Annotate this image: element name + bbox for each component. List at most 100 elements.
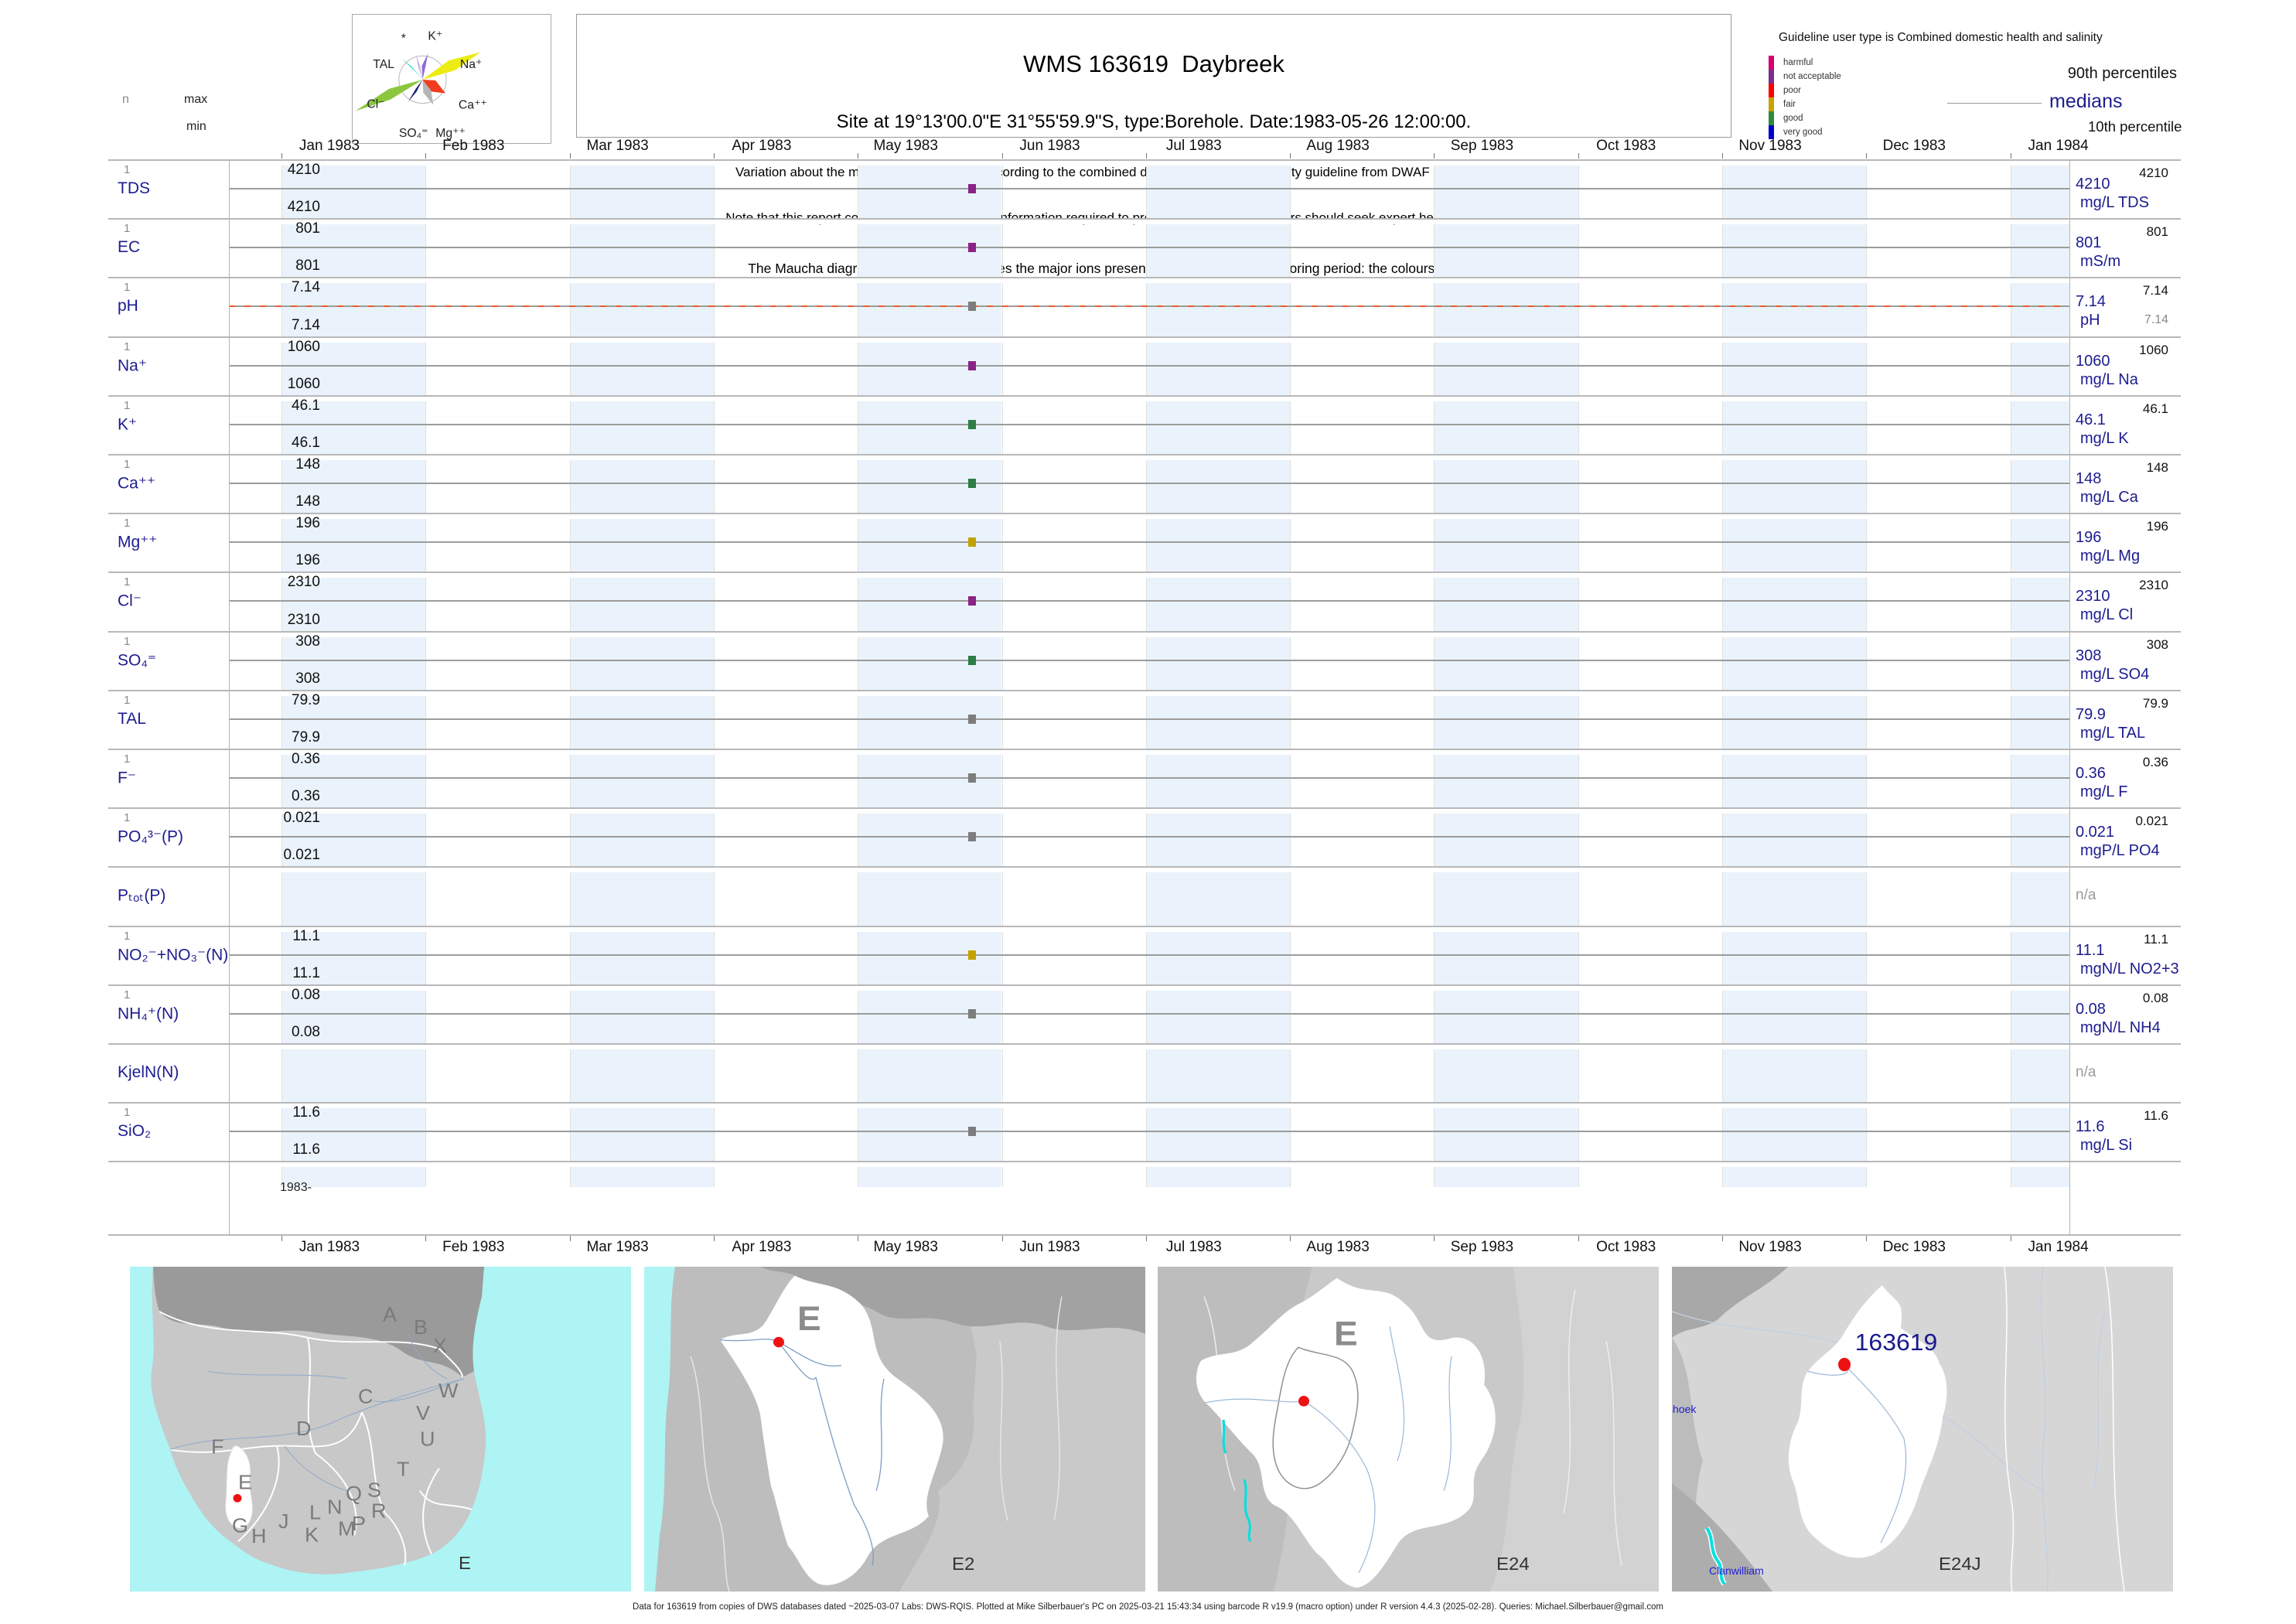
param-median: 4210 <box>2076 176 2110 193</box>
param-median: 1060 <box>2076 352 2110 370</box>
catchment-highlight <box>720 1275 943 1585</box>
row-top-inset <box>229 925 2069 932</box>
map-panel-primary: E E2 <box>644 1267 1145 1592</box>
footer-provenance: Data for 163619 from copies of DWS datab… <box>633 1602 1663 1612</box>
data-point <box>968 419 976 429</box>
drainage-region-letter: N <box>327 1496 342 1518</box>
panel-code-label: E2 <box>952 1554 974 1574</box>
row-top-inset <box>229 749 2069 755</box>
param-10th-percentile: 7.14 <box>2144 313 2168 327</box>
drainage-region-letter: T <box>397 1458 409 1480</box>
param-min: 79.9 <box>292 728 320 745</box>
guideline-class-label: not acceptable <box>1783 72 1841 81</box>
param-max: 0.021 <box>283 810 320 827</box>
median-line <box>229 1012 2069 1015</box>
parameter-row: 1 4210 4210 4210 4210 mg/L TDS TDS <box>108 159 2181 218</box>
param-max: 46.1 <box>292 397 320 414</box>
data-point <box>968 184 976 194</box>
axis-tick-bottom <box>569 1236 571 1241</box>
drainage-region-letter: S <box>367 1479 381 1501</box>
data-point <box>968 243 976 253</box>
drainage-region-letter: A <box>383 1303 397 1325</box>
drainage-region-letter: M <box>338 1517 355 1540</box>
axis-tick-bottom <box>1866 1236 1868 1241</box>
param-median: 196 <box>2076 529 2102 547</box>
param-median: 308 <box>2076 647 2102 664</box>
map-secondary-svg: E E24 <box>1158 1267 1659 1592</box>
axis-tick-top <box>1866 153 1868 159</box>
parameter-row: 1 46.1 46.1 46.1 46.1 mg/L K K⁺ <box>108 394 2181 454</box>
param-n-count: 1 <box>124 929 131 943</box>
median-line <box>229 541 2069 544</box>
darker-region <box>760 1267 1145 1334</box>
row-top-inset <box>229 571 2069 578</box>
dam-cyan <box>1704 1527 1727 1586</box>
stats-key-max: max <box>184 93 208 106</box>
guideline-class-swatch <box>1769 125 1774 139</box>
guideline-class-swatch <box>1769 84 1774 97</box>
param-n-count: 1 <box>124 517 131 531</box>
drainage-region-letter: P <box>352 1512 366 1534</box>
param-90th-percentile: 148 <box>2146 460 2168 475</box>
param-90th-percentile: 308 <box>2146 636 2168 652</box>
median-line <box>229 718 2069 720</box>
right-region <box>1490 1267 1659 1592</box>
plot-border <box>2069 159 2070 1236</box>
region-label: E <box>1334 1314 1358 1353</box>
param-n-count: 1 <box>124 398 131 412</box>
data-point <box>968 302 976 312</box>
param-90th-percentile: 2310 <box>2139 578 2168 593</box>
maucha-svg: * K⁺ TAL Na⁺ Cl⁻ Ca⁺⁺ SO₄⁼ Mg⁺⁺ <box>355 30 487 140</box>
param-min: 7.14 <box>292 316 320 333</box>
drainage-region-letter: D <box>296 1418 311 1440</box>
row-top-inset <box>229 984 2069 991</box>
row-separator <box>108 925 2181 927</box>
guideline-class-item: harmful <box>1769 56 1841 70</box>
maucha-label-star: * <box>401 32 406 46</box>
row-separator <box>108 277 2181 279</box>
row-separator <box>108 513 2181 515</box>
stats-key-min: min <box>186 120 206 133</box>
boundary-lines <box>2004 1266 2125 1592</box>
axis-start-year: 1983- <box>280 1181 312 1195</box>
ocean-strip <box>644 1267 675 1592</box>
median-line <box>229 600 2069 602</box>
rivers <box>1205 1326 1452 1574</box>
subcatchment-boundary <box>1272 1346 1359 1489</box>
parameter-row: 1 0.021 0.021 0.021 0.021 mgP/L PO4 PO₄³⁻(P) <box>108 807 2181 866</box>
plot-border <box>229 159 230 1236</box>
row-top-inset <box>229 218 2069 225</box>
month-gridline <box>1578 159 1579 1236</box>
row-separator <box>108 807 2181 810</box>
row-top-inset <box>229 1043 2069 1049</box>
drainage-region-letter: X <box>433 1334 447 1356</box>
legend-median-line-sample <box>1947 103 2042 104</box>
param-name: SiO₂ <box>118 1122 152 1141</box>
legend-10th-percentile: 10th percentile <box>2088 118 2182 135</box>
drainage-region-letter: W <box>438 1379 458 1401</box>
catchment-highlight <box>1196 1278 1496 1588</box>
param-median: 7.14 <box>2076 293 2106 311</box>
param-max: 801 <box>295 220 320 237</box>
guideline-class-scale: harmful not acceptable poor fair good very go… <box>1769 56 1841 139</box>
maucha-circle <box>398 55 447 104</box>
axis-tick-top <box>1290 153 1291 159</box>
grid-bottom-line <box>108 1234 2181 1236</box>
param-min: 11.1 <box>292 964 320 981</box>
param-unit: pH <box>2080 312 2100 329</box>
param-name: Cl⁻ <box>118 592 142 610</box>
row-separator <box>108 394 2181 397</box>
param-max: 4210 <box>287 162 320 178</box>
param-min: 11.6 <box>292 1141 320 1158</box>
maucha-mg-blade <box>422 79 434 105</box>
param-n-count: 1 <box>124 752 131 766</box>
param-min: 1060 <box>287 375 320 392</box>
param-n-count: 1 <box>124 163 131 176</box>
param-name: SO₄⁼ <box>118 651 156 670</box>
guideline-class-label: harmful <box>1783 58 1813 67</box>
month-label: Jun 1983 <box>1019 138 1080 154</box>
parameter-row: 1 0.08 0.08 0.08 0.08 mgN/L NH4 NH₄⁺(N) <box>108 984 2181 1043</box>
axis-tick-top <box>1145 153 1147 159</box>
param-90th-percentile: 0.021 <box>2135 814 2168 829</box>
